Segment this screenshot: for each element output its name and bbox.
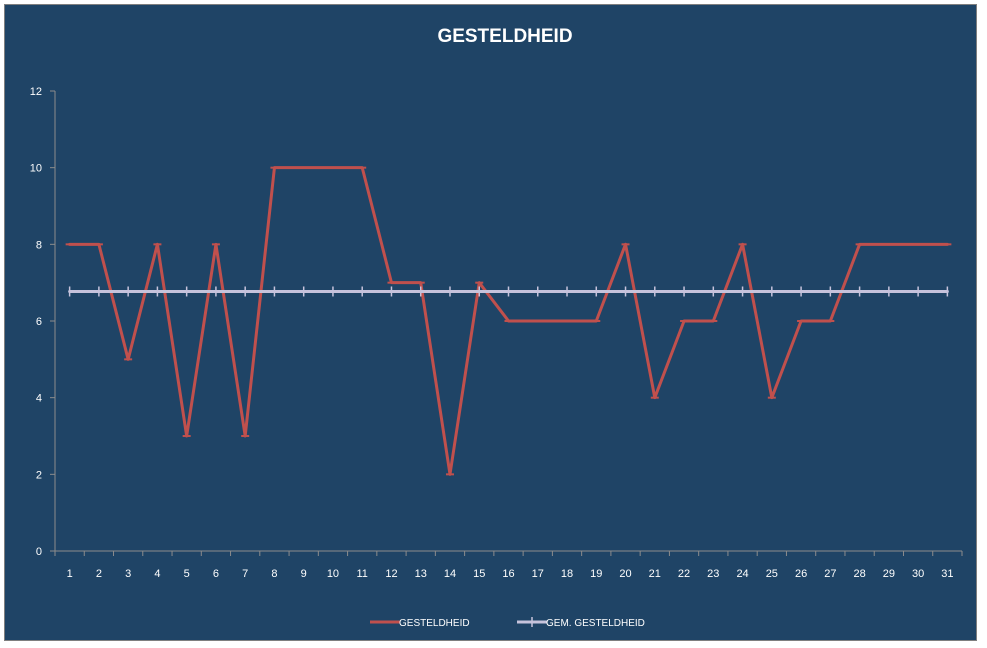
x-tick-label: 25	[766, 568, 778, 580]
x-tick-label: 27	[824, 568, 836, 580]
x-tick-label: 22	[678, 568, 690, 580]
x-tick-label: 23	[707, 568, 719, 580]
legend-item-gem-gesteldheid-label: GEM. GESTELDHEID	[546, 618, 645, 629]
chart-title: GESTELDHEID	[437, 26, 572, 47]
x-tick-label: 7	[242, 568, 248, 580]
x-tick-label: 31	[941, 568, 953, 580]
x-tick-label: 6	[213, 568, 219, 580]
x-tick-label: 4	[154, 568, 160, 580]
x-tick-label: 11	[356, 568, 367, 580]
x-tick-label: 30	[912, 568, 924, 580]
x-tick-label: 20	[619, 568, 631, 580]
x-tick-label: 9	[301, 568, 307, 580]
y-tick-label: 4	[36, 393, 42, 405]
x-tick-label: 19	[590, 568, 602, 580]
x-tick-label: 16	[502, 568, 514, 580]
y-tick-label: 8	[36, 239, 42, 251]
x-tick-label: 8	[271, 568, 277, 580]
x-tick-label: 26	[795, 568, 807, 580]
y-tick-label: 6	[36, 316, 42, 328]
legend-item-gesteldheid-label: GESTELDHEID	[399, 618, 470, 629]
x-tick-label: 29	[883, 568, 895, 580]
x-tick-label: 24	[736, 568, 748, 580]
x-tick-label: 17	[532, 568, 544, 580]
x-tick-label: 3	[125, 568, 131, 580]
y-tick-label: 2	[36, 469, 42, 481]
x-tick-label: 10	[327, 568, 339, 580]
x-tick-label: 12	[385, 568, 397, 580]
x-tick-label: 14	[444, 568, 456, 580]
x-tick-label: 1	[67, 568, 73, 580]
x-tick-label: 18	[561, 568, 573, 580]
series-layer	[65, 166, 952, 476]
x-tick-label: 5	[184, 568, 190, 580]
x-tick-label: 21	[649, 568, 661, 580]
y-tick-label: 0	[36, 546, 42, 558]
y-tick-label: 12	[30, 86, 42, 98]
x-tick-label: 15	[473, 568, 485, 580]
legend: GESTELDHEID GEM. GESTELDHEID	[370, 617, 645, 629]
chart-frame: GESTELDHEID 0 2 4 6 8 10 12 1 2 3 4 5 6 7 8 9 10 11 12 13 14…	[4, 4, 977, 641]
x-tick-label: 2	[96, 568, 102, 580]
x-tick-label: 13	[415, 568, 427, 580]
y-tick-label: 10	[30, 163, 42, 175]
x-tick-label: 28	[853, 568, 865, 580]
